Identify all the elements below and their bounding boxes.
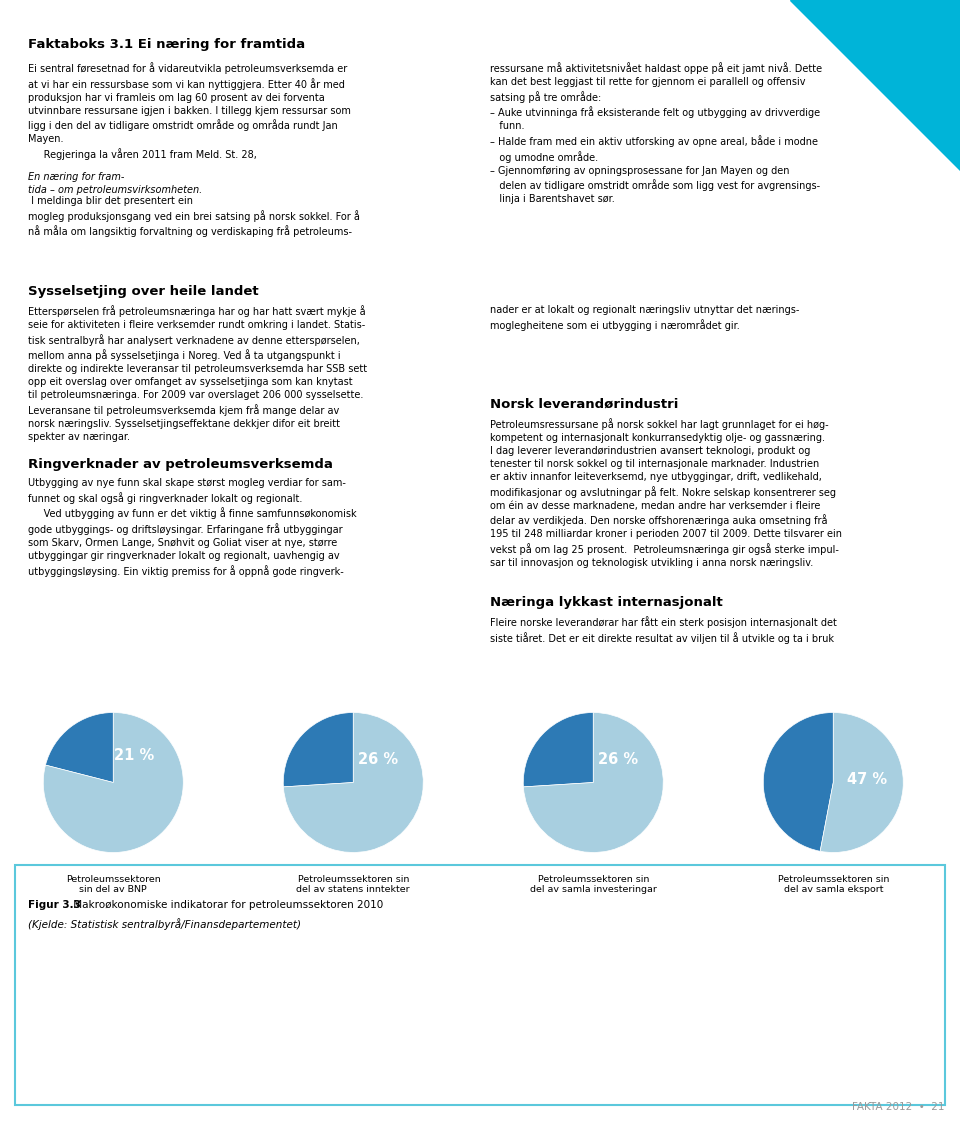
Text: 47 %: 47 % xyxy=(847,772,887,786)
Text: Faktaboks 3.1 Ei næring for framtida: Faktaboks 3.1 Ei næring for framtida xyxy=(28,38,305,51)
Text: Petroleumsressursane på norsk sokkel har lagt grunnlaget for ei høg-
kompetent o: Petroleumsressursane på norsk sokkel har… xyxy=(490,418,842,568)
Wedge shape xyxy=(43,713,183,852)
Text: nader er at lokalt og regionalt næringsliv utnyttar det nærings-
moglegheitene s: nader er at lokalt og regionalt næringsl… xyxy=(490,305,800,331)
Text: Figur 3.3: Figur 3.3 xyxy=(28,899,81,910)
Wedge shape xyxy=(820,713,903,852)
Polygon shape xyxy=(790,0,960,170)
Wedge shape xyxy=(283,713,423,852)
Text: Fleire norske leverandørar har fått ein sterk posisjon internasjonalt det
siste : Fleire norske leverandørar har fått ein … xyxy=(490,616,837,644)
Text: Petroleumssektoren sin
del av samla investeringar: Petroleumssektoren sin del av samla inve… xyxy=(530,875,657,894)
Text: 26 %: 26 % xyxy=(358,751,397,767)
Text: Næringa lykkast internasjonalt: Næringa lykkast internasjonalt xyxy=(490,596,723,609)
Text: Sysselsetjing over heile landet: Sysselsetjing over heile landet xyxy=(28,285,258,298)
Wedge shape xyxy=(523,713,663,852)
Text: Norsk leverandørindustri: Norsk leverandørindustri xyxy=(490,398,679,411)
Text: Ringverknader av petroleumsverksemda: Ringverknader av petroleumsverksemda xyxy=(28,458,333,471)
Text: FAKTA 2012  •  21: FAKTA 2012 • 21 xyxy=(852,1102,945,1112)
Text: I meldinga blir det presentert ein
mogleg produksjonsgang ved ein brei satsing p: I meldinga blir det presentert ein mogle… xyxy=(28,195,360,237)
Bar xyxy=(15,864,945,1105)
Text: (Kjelde: Statistisk sentralbyrå/Finansdepartementet): (Kjelde: Statistisk sentralbyrå/Finansde… xyxy=(28,918,301,930)
Text: 21 %: 21 % xyxy=(113,748,154,764)
Text: Petroleumssektoren sin
del av statens inntekter: Petroleumssektoren sin del av statens in… xyxy=(297,875,410,894)
Text: Ei sentral føresetnad for å vidareutvikla petroleumsverksemda er
at vi har ein r: Ei sentral føresetnad for å vidareutvikl… xyxy=(28,62,350,160)
Text: 26 %: 26 % xyxy=(598,751,637,767)
Text: Etterspørselen frå petroleumsnæringa har og har hatt svært mykje å
seie for akti: Etterspørselen frå petroleumsnæringa har… xyxy=(28,305,367,442)
Text: En næring for fram-
tida – om petroleumsvirksomheten.: En næring for fram- tida – om petroleums… xyxy=(28,172,203,195)
Text: Makroøkonomiske indikatorar for petroleumssektoren 2010: Makroøkonomiske indikatorar for petroleu… xyxy=(70,899,383,910)
Text: Petroleumssektoren sin
del av samla eksport: Petroleumssektoren sin del av samla eksp… xyxy=(778,875,889,894)
Text: ressursane må aktivitetsnivået haldast oppe på eit jamt nivå. Dette
kan det best: ressursane må aktivitetsnivået haldast o… xyxy=(490,62,822,205)
Text: Utbygging av nye funn skal skape størst mogleg verdiar for sam-
funnet og skal o: Utbygging av nye funn skal skape størst … xyxy=(28,478,356,576)
Wedge shape xyxy=(45,713,113,782)
Text: Petroleumssektoren
sin del av BNP: Petroleumssektoren sin del av BNP xyxy=(66,875,160,894)
Wedge shape xyxy=(283,713,353,786)
Wedge shape xyxy=(523,713,593,786)
Wedge shape xyxy=(763,713,833,851)
